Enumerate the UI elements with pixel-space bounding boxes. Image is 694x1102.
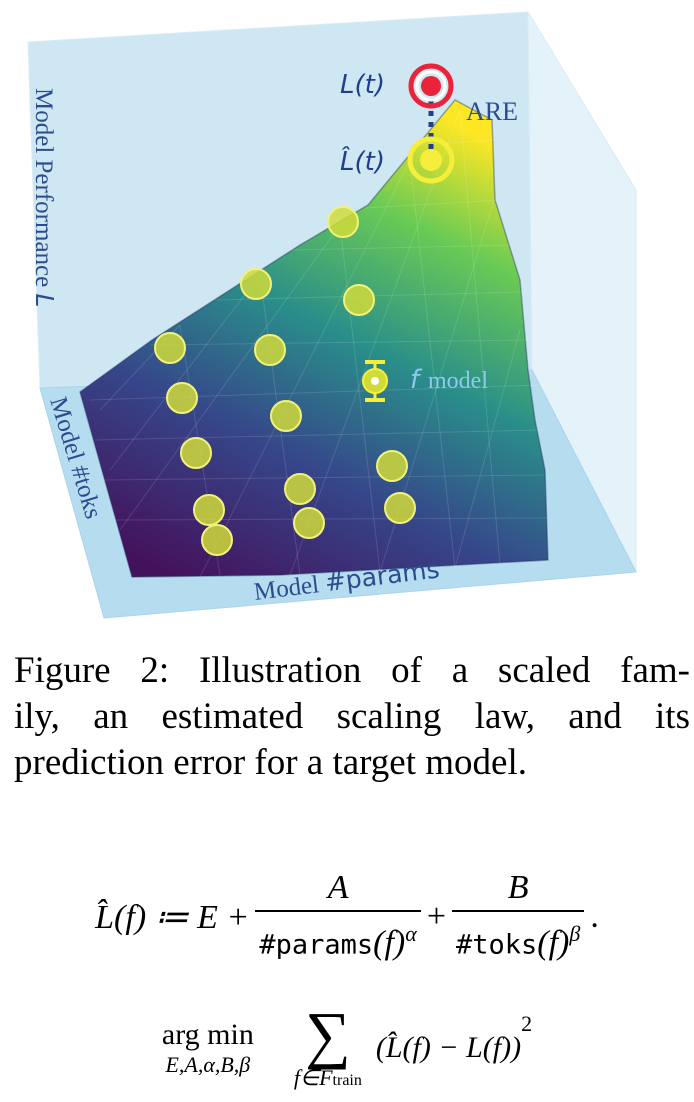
eq1-den-a-rest: (f): [373, 924, 406, 962]
train-point: [384, 492, 416, 524]
eq1-den-a: #params(f)α: [255, 910, 421, 963]
axis-performance-var: L: [30, 293, 59, 307]
eq1-num-b: B: [507, 869, 529, 906]
train-point: [240, 268, 272, 300]
f-model-point: [362, 360, 388, 402]
train-point: [293, 507, 325, 539]
train-point: [166, 382, 198, 414]
train-point: [343, 284, 375, 316]
eq1-lhs: L̂(f) ≔ E +: [95, 898, 250, 936]
caption-line-1: Figure 2: Illustration of a scaled fam-: [14, 650, 690, 691]
axis-performance-label: Model Performance L: [30, 88, 59, 307]
scaling-law-illustration: L(t) L̂(t) ARE f model Model Performance…: [27, 10, 637, 619]
predicted-loss-label: L̂(t): [340, 145, 385, 177]
eq1-plus: +: [426, 897, 446, 935]
argmin-operator: arg min E,A,α,B,β: [162, 1018, 254, 1078]
argmin-text: arg min: [161, 1018, 254, 1051]
argmin-body-exp: 2: [521, 1011, 533, 1036]
target-loss-label: L(t): [340, 70, 385, 100]
argmin-subscript: E,A,α,B,β: [165, 1052, 251, 1077]
figure-caption: Figure 2: Illustration of a scaled fam- …: [14, 648, 690, 786]
surface-mesh: [89, 109, 548, 578]
train-point: [201, 524, 233, 556]
train-point: [376, 450, 408, 482]
argmin-body: (L̂(f) − L(f)): [375, 1031, 522, 1064]
train-point: [180, 437, 212, 469]
predicted-target-marker: [407, 136, 455, 184]
caption-line-2: ily, an estimated scaling law, and its: [14, 696, 690, 737]
eq1-den-b-exp: β: [569, 921, 581, 946]
eq1-fraction-a: A #params(f)α: [255, 869, 421, 963]
are-label: ARE: [466, 97, 518, 126]
sum-subscript: f∈Ftrain: [294, 1065, 362, 1091]
caption-line-3: prediction error for a target model.: [14, 742, 527, 783]
train-point: [193, 494, 225, 526]
eq1-den-a-mono: #params: [259, 929, 374, 961]
train-point: [284, 473, 316, 505]
eq1-num-a: A: [327, 869, 349, 906]
scaling-law-equation: L̂(f) ≔ E + A #params(f)α + B #toks(f)β …: [0, 870, 694, 963]
sum-operator: ∑ f∈Ftrain: [294, 999, 362, 1091]
sum-subscript-set: f∈F: [293, 1065, 333, 1090]
train-point: [254, 334, 286, 366]
eq1-den-b: #toks(f)β: [452, 910, 585, 963]
eq1-den-a-exp: α: [405, 921, 417, 946]
train-point: [327, 206, 359, 238]
sum-symbol: ∑: [305, 999, 351, 1070]
true-target-marker: [408, 63, 454, 109]
train-point: [154, 332, 186, 364]
model-label: model: [428, 368, 488, 394]
axis-performance-text: Model Performance: [30, 88, 57, 293]
sum-subscript-train: train: [332, 1072, 362, 1089]
eq1-fraction-b: B #toks(f)β: [452, 869, 585, 963]
eq1-end: .: [590, 897, 599, 935]
training-points: [154, 206, 416, 556]
train-point: [270, 400, 302, 432]
eq1-den-b-rest: (f): [537, 924, 570, 962]
argmin-equation: arg min E,A,α,B,β ∑ f∈Ftrain (L̂(f) − L(…: [0, 999, 694, 1091]
eq1-den-b-mono: #toks: [456, 929, 538, 961]
